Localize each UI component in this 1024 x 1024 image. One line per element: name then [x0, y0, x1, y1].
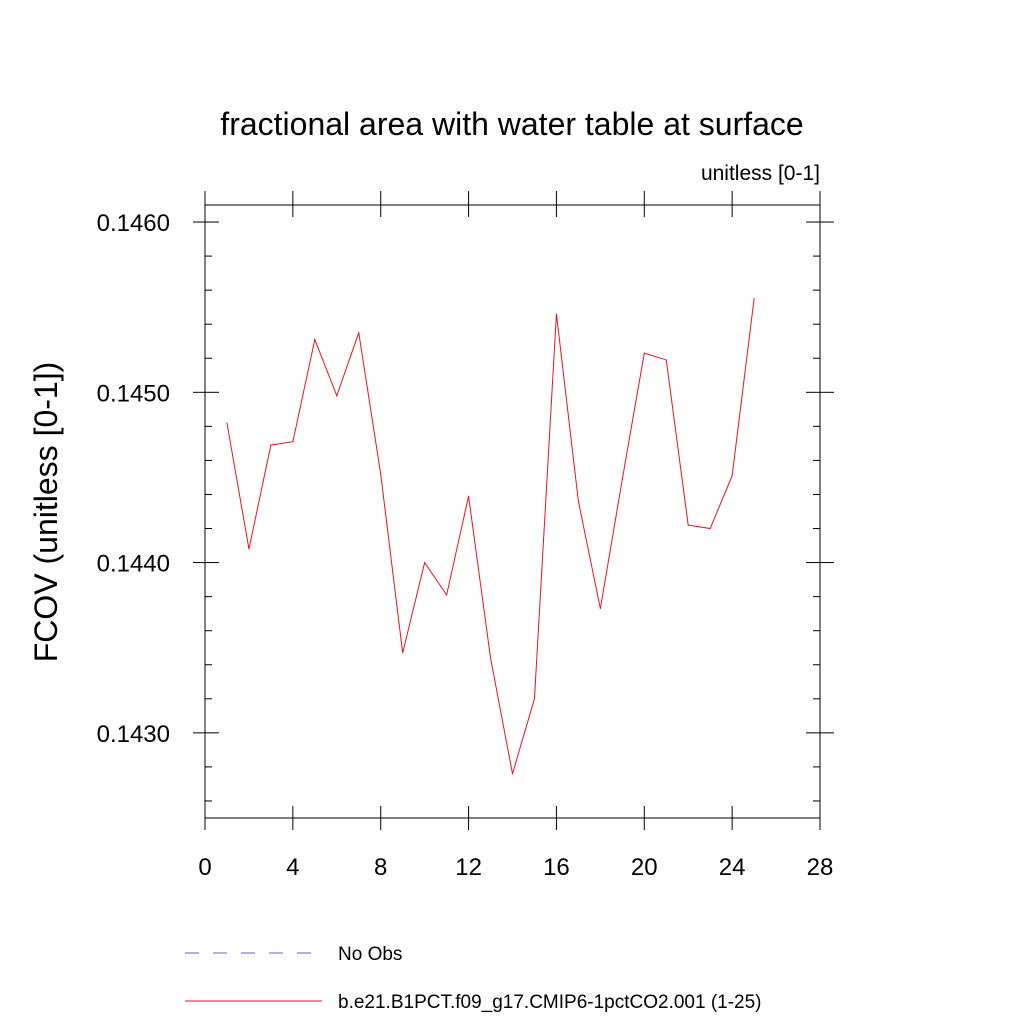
- data-point: [621, 478, 623, 480]
- legend: No Obs b.e21.B1PCT.f09_g17.CMIP6-1pctCO2…: [185, 944, 762, 1013]
- data-point: [424, 561, 426, 564]
- data-point: [358, 332, 360, 334]
- data-point: [270, 444, 272, 446]
- x-tick-label: 20: [631, 854, 658, 881]
- data-point: [577, 500, 579, 502]
- y-tick-label: 0.1430: [97, 721, 170, 748]
- y-axis-label: FCOV (unitless [0-1]): [28, 362, 64, 663]
- data-point: [467, 495, 470, 497]
- data-point: [226, 422, 228, 424]
- data-point: [380, 473, 382, 475]
- legend-label-model: b.e21.B1PCT.f09_g17.CMIP6-1pctCO2.001 (1…: [338, 992, 762, 1013]
- series-lines: [226, 298, 755, 775]
- x-tick-label: 16: [543, 854, 570, 881]
- data-point: [248, 548, 250, 550]
- data-point: [489, 657, 492, 659]
- data-point: [731, 475, 733, 477]
- data-point: [687, 524, 689, 526]
- plot-frame: [204, 204, 821, 819]
- x-tick-label: 12: [455, 854, 482, 881]
- x-tick-label: 0: [198, 854, 211, 881]
- legend-label-no-obs: No Obs: [338, 944, 402, 965]
- data-point: [292, 441, 294, 443]
- data-point: [555, 313, 558, 315]
- series-line-1: [226, 298, 755, 774]
- data-point: [446, 594, 448, 596]
- data-point: [643, 352, 645, 354]
- data-point: [336, 395, 338, 397]
- x-tick-label: 24: [719, 854, 746, 881]
- data-point: [599, 607, 601, 610]
- axis-ticks: [193, 191, 834, 830]
- x-tick-label: 28: [807, 854, 834, 881]
- chart-subtitle: unitless [0-1]: [701, 162, 820, 185]
- x-tick-label: 8: [374, 854, 387, 881]
- x-tick-label: 4: [286, 854, 299, 881]
- data-point: [314, 338, 316, 341]
- data-point: [753, 298, 755, 300]
- tick-labels: 0 4 8 12 16 20 24 28 0.1430 0.1440 0.1450 0.1460: [97, 210, 834, 881]
- y-tick-label: 0.1460: [97, 210, 170, 237]
- data-point: [665, 359, 667, 361]
- y-tick-label: 0.1450: [97, 380, 170, 407]
- data-point: [709, 527, 711, 530]
- data-point: [533, 698, 536, 700]
- y-tick-label: 0.1440: [97, 551, 170, 578]
- data-point: [402, 652, 404, 654]
- data-point: [511, 773, 514, 775]
- chart-title: fractional area with water table at surf…: [220, 106, 803, 142]
